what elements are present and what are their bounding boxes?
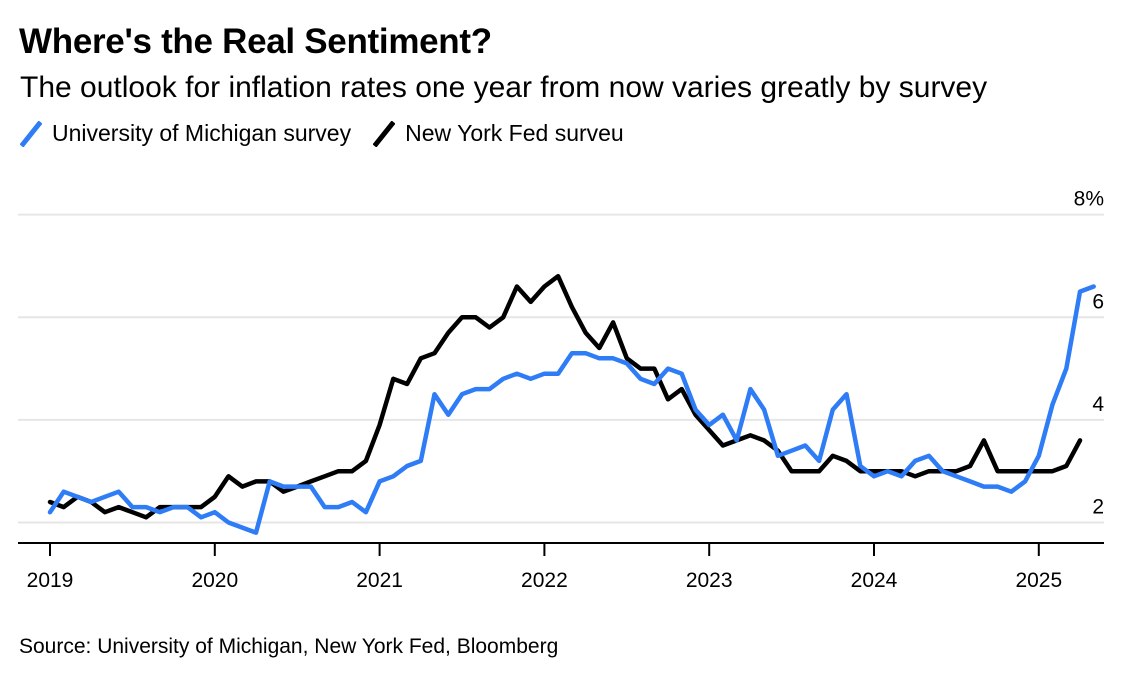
- legend-label-michigan: University of Michigan survey: [52, 120, 352, 146]
- legend-swatch-michigan: [20, 120, 42, 147]
- series-line-nyfed: [47, 273, 1083, 520]
- x-tick-label: 2021: [356, 569, 403, 592]
- gridlines: [18, 213, 1104, 524]
- x-tick-label: 2019: [27, 569, 74, 592]
- legend-item-michigan: University of Michigan survey: [20, 120, 351, 147]
- x-tick-label: 2024: [851, 569, 898, 592]
- legend: University of Michigan survey New York F…: [20, 120, 646, 147]
- y-tick-label: 6: [1092, 290, 1104, 313]
- y-tick-label: 8%: [1074, 188, 1104, 211]
- legend-label-nyfed: New York Fed surveu: [405, 120, 624, 146]
- x-tick-label: 2020: [191, 569, 238, 592]
- legend-swatch-nyfed: [373, 120, 396, 147]
- chart-title: Where's the Real Sentiment?: [19, 22, 492, 61]
- series-line-michigan: [47, 284, 1096, 535]
- x-tick-label: 2022: [521, 569, 568, 592]
- y-tick-label: 4: [1092, 393, 1104, 416]
- y-tick-label: 2: [1092, 495, 1104, 518]
- chart-subtitle: The outlook for inflation rates one year…: [20, 71, 988, 104]
- legend-item-nyfed: New York Fed surveu: [373, 120, 624, 147]
- x-axis: 2019 2020 2021 2022 2023 2024 2025: [27, 543, 1062, 592]
- source-note: Source: University of Michigan, New York…: [19, 635, 559, 658]
- x-tick-label: 2025: [1015, 569, 1062, 592]
- y-axis-labels: 2 4 6 8%: [1074, 188, 1105, 519]
- x-tick-label: 2023: [686, 569, 733, 592]
- series-lines: [47, 273, 1096, 535]
